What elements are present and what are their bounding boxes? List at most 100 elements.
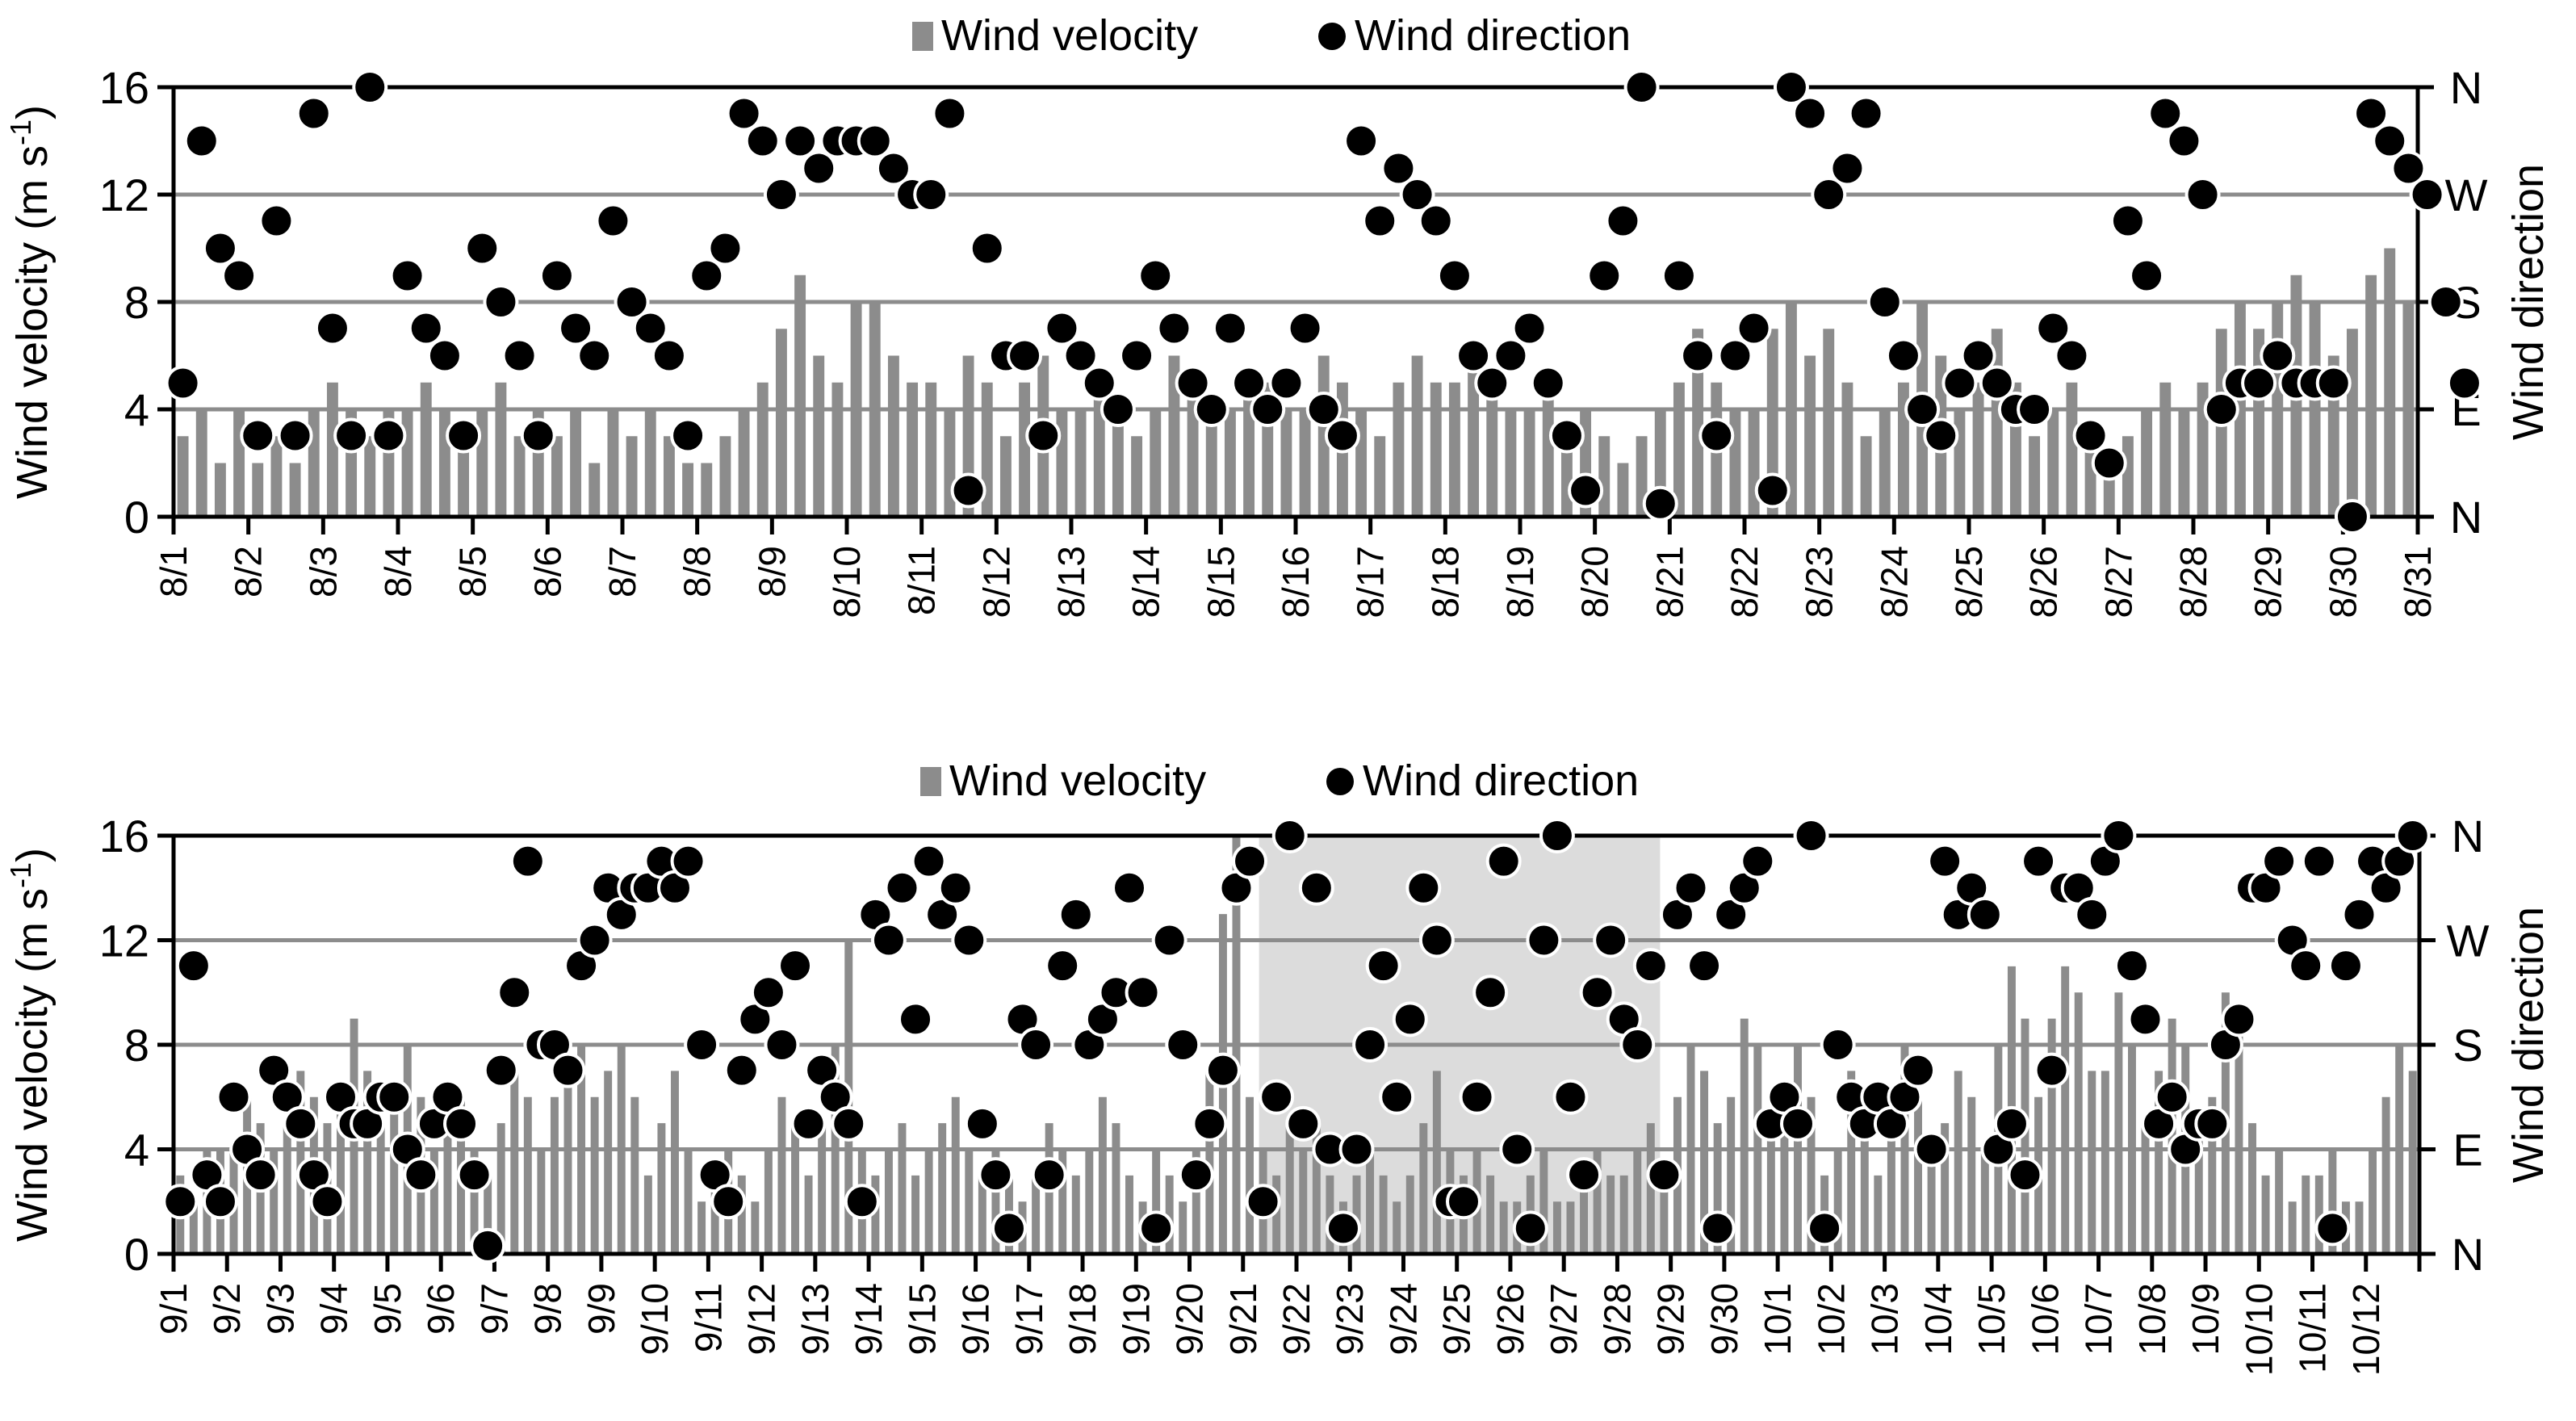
y2-tick-label: W xyxy=(2445,170,2488,220)
direction-point xyxy=(1436,258,1472,294)
x-tick-label: 10/2 xyxy=(1810,1283,1852,1356)
velocity-bar xyxy=(701,463,713,517)
direction-point xyxy=(1960,337,1996,374)
direction-point xyxy=(183,123,220,159)
x-tick-label: 8/28 xyxy=(2172,546,2214,618)
direction-point xyxy=(283,1105,319,1142)
x-tick-label: 8/13 xyxy=(1050,546,1092,618)
velocity-bar xyxy=(607,409,619,517)
velocity-bar xyxy=(887,355,899,517)
velocity-bar xyxy=(1366,1149,1375,1254)
direction-point xyxy=(1380,150,1417,187)
velocity-bar xyxy=(1887,1123,1895,1254)
direction-point xyxy=(1062,337,1099,374)
velocity-bar xyxy=(644,409,656,517)
legend-swatch-velocity xyxy=(920,767,941,796)
direction-point xyxy=(2113,948,2150,984)
y-tick-label: 4 xyxy=(124,384,149,435)
x-tick-label: 8/21 xyxy=(1648,546,1690,618)
velocity-bar xyxy=(1673,382,1685,517)
velocity-bar xyxy=(2235,1018,2243,1254)
velocity-bar xyxy=(2047,1018,2056,1254)
velocity-bar xyxy=(2309,302,2321,517)
velocity-bar xyxy=(1430,382,1442,517)
direction-point xyxy=(1324,417,1360,454)
velocity-bar xyxy=(551,436,563,517)
direction-point xyxy=(1298,870,1334,906)
velocity-bar xyxy=(289,463,301,517)
direction-point xyxy=(911,843,947,879)
x-tick-label: 8/9 xyxy=(751,546,793,597)
velocity-bar xyxy=(1152,1149,1161,1254)
direction-point xyxy=(1493,337,1529,374)
velocity-bar xyxy=(1379,1175,1388,1254)
velocity-bar xyxy=(907,382,919,517)
direction-point xyxy=(520,417,556,454)
velocity-bar xyxy=(1393,382,1405,517)
velocity-bar xyxy=(376,1123,385,1254)
direction-point xyxy=(1405,870,1442,906)
velocity-bar xyxy=(1205,409,1217,517)
direction-point xyxy=(1530,365,1566,401)
direction-point xyxy=(801,150,837,187)
y2-tick-label: W xyxy=(2447,916,2490,966)
velocity-bar xyxy=(1729,409,1741,517)
direction-point xyxy=(1271,818,1308,853)
velocity-bar xyxy=(189,1201,198,1254)
direction-point xyxy=(1456,337,1492,374)
x-tick-label: 9/27 xyxy=(1543,1283,1585,1356)
x-tick-label: 9/7 xyxy=(473,1283,515,1335)
direction-point xyxy=(538,258,575,294)
direction-point xyxy=(1661,258,1697,294)
direction-point xyxy=(371,417,407,454)
x-tick-label: 10/8 xyxy=(2131,1283,2173,1356)
direction-point xyxy=(844,1184,880,1220)
direction-point xyxy=(1993,1105,2029,1142)
velocity-bar xyxy=(550,1096,559,1254)
velocity-bar xyxy=(1393,1201,1401,1254)
direction-point xyxy=(1343,123,1380,159)
velocity-bar xyxy=(270,1149,279,1254)
velocity-bar xyxy=(978,1175,986,1254)
velocity-bar xyxy=(1972,382,1984,517)
direction-point xyxy=(2427,284,2464,320)
velocity-bar xyxy=(2066,382,2078,517)
x-tick-label: 8/20 xyxy=(1574,546,1616,618)
x-tick-label: 9/22 xyxy=(1275,1283,1317,1356)
direction-point xyxy=(202,1184,238,1220)
x-tick-label: 9/19 xyxy=(1115,1283,1157,1356)
direction-point xyxy=(242,1157,279,1193)
velocity-bar xyxy=(523,1096,532,1254)
x-tick-label: 8/11 xyxy=(901,546,943,615)
velocity-bar xyxy=(682,463,694,517)
x-tick-label: 8/26 xyxy=(2023,546,2065,618)
direction-point xyxy=(1568,472,1604,509)
velocity-bar xyxy=(710,1175,719,1254)
velocity-bar xyxy=(296,1071,305,1254)
velocity-bar xyxy=(630,1096,639,1254)
velocity-bar xyxy=(177,436,189,517)
velocity-bar xyxy=(1232,836,1241,1254)
direction-point xyxy=(175,948,212,984)
velocity-bar xyxy=(1405,1175,1414,1254)
velocity-bar xyxy=(2328,1149,2337,1254)
velocity-bar xyxy=(951,1096,960,1254)
velocity-bar xyxy=(1448,382,1460,517)
direction-point xyxy=(426,337,463,374)
x-tick-label: 9/18 xyxy=(1062,1283,1104,1356)
direction-point xyxy=(1593,922,1629,958)
direction-point xyxy=(2072,417,2109,454)
velocity-bar xyxy=(1900,1045,1909,1254)
direction-point xyxy=(614,284,650,320)
direction-point xyxy=(684,1027,720,1063)
x-tick-label: 9/6 xyxy=(420,1283,462,1335)
velocity-bar xyxy=(270,436,283,517)
velocity-bar xyxy=(2314,1175,2323,1254)
legend-label-velocity: Wind velocity xyxy=(949,757,1206,805)
velocity-bar xyxy=(1967,1096,1976,1254)
velocity-bar xyxy=(663,436,675,517)
direction-point xyxy=(2341,896,2377,933)
velocity-bar xyxy=(484,1175,492,1254)
x-tick-label: 8/10 xyxy=(826,546,868,618)
direction-point xyxy=(1941,365,1978,401)
